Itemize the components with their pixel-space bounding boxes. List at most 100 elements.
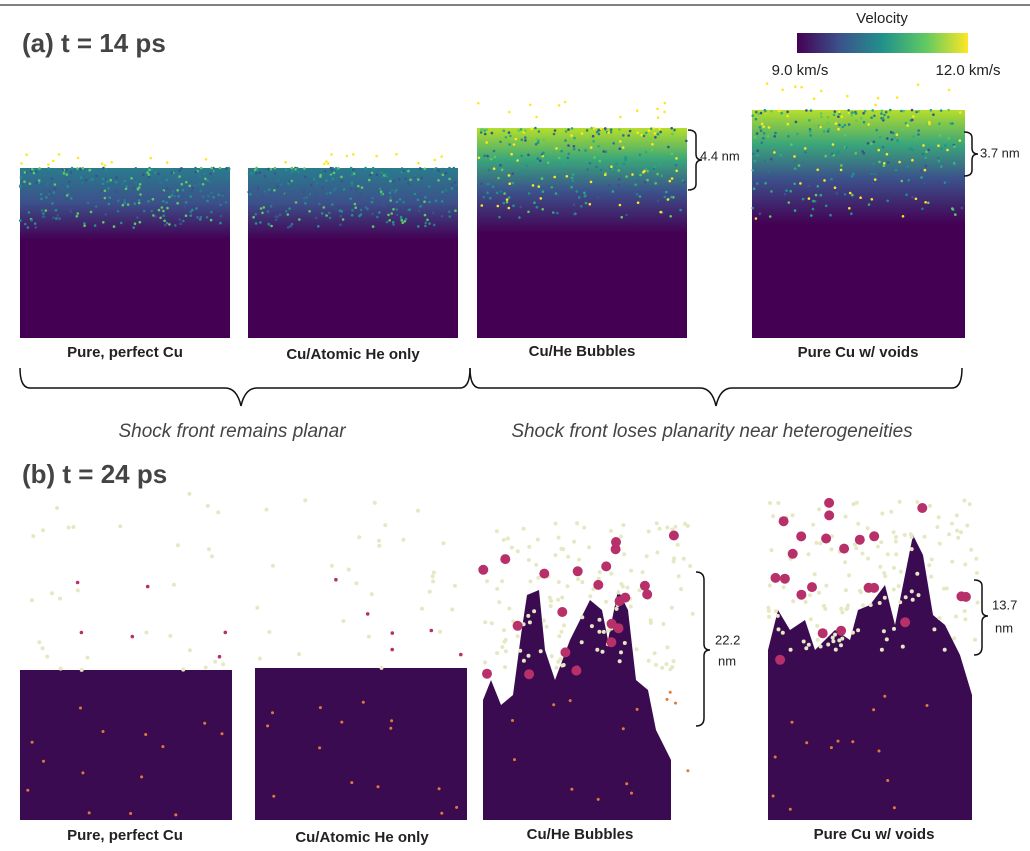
- atom: [69, 171, 73, 174]
- atom: [880, 109, 884, 113]
- atom: [781, 585, 786, 590]
- atom: [31, 534, 36, 539]
- atom: [419, 205, 422, 208]
- atom: [807, 197, 811, 200]
- atom: [771, 514, 776, 519]
- atom: [510, 152, 513, 156]
- atom: [573, 136, 576, 140]
- atom: [121, 203, 125, 207]
- atom: [304, 202, 307, 205]
- atom: [877, 153, 880, 157]
- atom: [660, 174, 664, 178]
- atom: [140, 775, 144, 779]
- atom: [400, 216, 403, 220]
- atom: [538, 182, 541, 186]
- atom: [904, 121, 908, 125]
- atom: [848, 207, 851, 210]
- atom: [805, 741, 809, 745]
- atom: [149, 156, 153, 160]
- atom: [665, 190, 668, 194]
- atom: [390, 631, 395, 635]
- atom: [535, 205, 539, 209]
- atom: [528, 179, 532, 183]
- atom: [227, 166, 230, 170]
- atom: [390, 719, 394, 723]
- atom: [812, 97, 816, 100]
- atom: [112, 225, 116, 228]
- atom: [878, 135, 882, 139]
- atom: [897, 141, 900, 144]
- atom: [182, 219, 185, 223]
- atom: [247, 190, 250, 194]
- atom: [656, 132, 660, 136]
- atom: [497, 600, 502, 605]
- atom: [890, 138, 894, 141]
- atom: [610, 544, 621, 555]
- atom: [762, 137, 765, 140]
- atom: [670, 126, 673, 130]
- atom: [560, 647, 571, 658]
- atom: [400, 170, 404, 174]
- atom: [398, 198, 402, 201]
- atom: [423, 167, 427, 171]
- atom: [44, 209, 48, 212]
- atom: [776, 627, 781, 632]
- atom: [643, 169, 646, 173]
- atom: [448, 166, 451, 170]
- atom: [635, 707, 639, 711]
- atom: [334, 187, 337, 191]
- atom: [911, 158, 914, 162]
- atom: [606, 618, 617, 629]
- atom: [444, 172, 448, 175]
- atom: [174, 224, 177, 227]
- atom: [486, 182, 490, 186]
- atom: [168, 633, 173, 638]
- atom: [349, 166, 353, 170]
- atom: [843, 560, 848, 565]
- sim-panel: [477, 128, 687, 338]
- atom: [201, 183, 205, 186]
- atom: [58, 666, 63, 671]
- atom: [163, 223, 167, 227]
- atom: [102, 166, 105, 170]
- atom: [556, 535, 561, 540]
- atom: [894, 552, 899, 557]
- atom: [376, 198, 379, 202]
- atom: [618, 128, 621, 131]
- atom: [821, 533, 832, 544]
- atom: [553, 129, 557, 132]
- atom: [565, 175, 569, 178]
- atom: [289, 225, 292, 228]
- atom: [503, 665, 508, 670]
- atom: [877, 749, 881, 753]
- atom: [895, 133, 899, 136]
- atom: [534, 126, 537, 130]
- atom: [879, 540, 884, 545]
- atom: [38, 167, 41, 170]
- atom: [851, 193, 854, 197]
- atom: [673, 524, 678, 529]
- atom: [428, 222, 431, 225]
- atom: [572, 203, 576, 206]
- atom: [358, 214, 361, 218]
- atom: [267, 167, 270, 171]
- atom: [209, 180, 212, 184]
- atom: [654, 182, 657, 185]
- atom: [840, 115, 844, 119]
- atom: [875, 544, 880, 549]
- atom: [929, 557, 934, 562]
- atom: [576, 577, 580, 582]
- atom: [969, 547, 974, 552]
- atom: [920, 169, 923, 173]
- atom: [561, 663, 566, 667]
- atom: [181, 667, 186, 672]
- atom: [91, 178, 94, 181]
- atom: [766, 605, 771, 610]
- atom: [901, 128, 904, 132]
- atom: [191, 208, 194, 212]
- atom: [776, 501, 781, 505]
- atom: [318, 746, 322, 750]
- atom: [807, 582, 817, 593]
- atom: [483, 154, 486, 158]
- atom: [536, 157, 540, 160]
